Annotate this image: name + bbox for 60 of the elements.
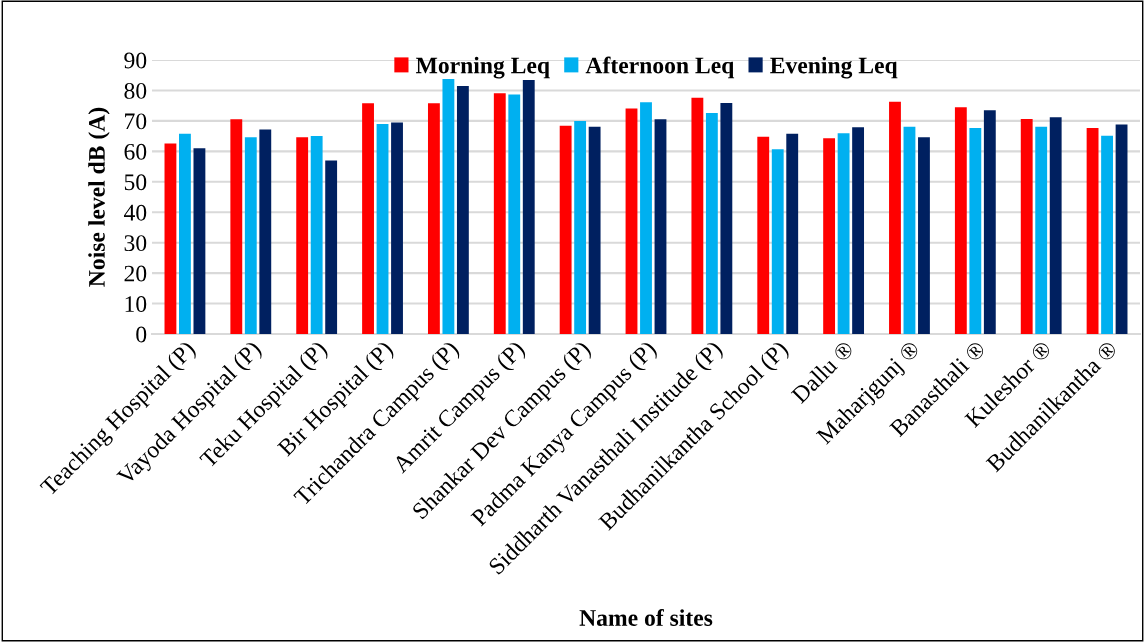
bar bbox=[983, 110, 996, 334]
y-tick-label: 70 bbox=[125, 113, 147, 130]
bar bbox=[771, 149, 784, 334]
bar bbox=[508, 94, 521, 334]
bar bbox=[969, 127, 982, 334]
bar bbox=[164, 143, 177, 334]
bar bbox=[1115, 124, 1128, 334]
bar bbox=[757, 136, 770, 334]
bar bbox=[654, 119, 667, 334]
bar bbox=[1035, 126, 1048, 334]
bar bbox=[837, 133, 850, 334]
bar bbox=[376, 123, 389, 334]
bar bbox=[442, 78, 455, 334]
bar bbox=[259, 129, 272, 334]
bar bbox=[903, 126, 916, 334]
bar bbox=[691, 97, 704, 334]
bar bbox=[230, 119, 243, 334]
y-tick-label: 90 bbox=[124, 52, 147, 69]
bar bbox=[574, 120, 587, 334]
legend-label: Afternoon Leq bbox=[585, 56, 735, 79]
bar bbox=[1086, 127, 1099, 334]
bar bbox=[310, 136, 323, 334]
legend-label: Evening Leq bbox=[770, 56, 898, 79]
bar bbox=[456, 85, 469, 334]
y-tick-label: 30 bbox=[124, 235, 147, 252]
bar bbox=[640, 102, 652, 334]
bar bbox=[179, 133, 191, 334]
y-tick-label: 60 bbox=[124, 143, 147, 160]
bar bbox=[705, 112, 718, 334]
bar bbox=[588, 126, 601, 334]
bar bbox=[852, 127, 865, 334]
bar bbox=[823, 138, 836, 334]
y-tick-label: 10 bbox=[125, 296, 147, 312]
bar bbox=[786, 133, 799, 334]
bar bbox=[889, 101, 901, 334]
bar bbox=[391, 122, 403, 334]
y-axis-title: Noise level dB (A) bbox=[88, 107, 110, 287]
bar bbox=[918, 137, 930, 334]
bar bbox=[1101, 135, 1113, 334]
y-tick-label: 0 bbox=[136, 326, 147, 343]
x-axis-title: Name of sites bbox=[579, 609, 713, 626]
bar bbox=[720, 102, 733, 334]
y-tick-label: 20 bbox=[124, 265, 147, 282]
bar bbox=[244, 137, 257, 334]
y-tick-label: 40 bbox=[123, 204, 147, 221]
bar bbox=[1049, 117, 1062, 334]
bar bbox=[362, 103, 374, 334]
bar bbox=[559, 125, 572, 334]
bar bbox=[954, 107, 967, 334]
bar bbox=[625, 108, 638, 334]
legend-label: Morning Leq bbox=[415, 56, 550, 79]
bar bbox=[493, 93, 506, 334]
bar bbox=[427, 103, 440, 334]
bar bbox=[522, 80, 535, 334]
bar bbox=[296, 137, 309, 334]
bar bbox=[325, 160, 338, 334]
y-tick-label: 80 bbox=[124, 82, 147, 99]
bar bbox=[193, 148, 206, 334]
y-tick-label: 50 bbox=[124, 174, 147, 191]
bar bbox=[1020, 119, 1033, 334]
